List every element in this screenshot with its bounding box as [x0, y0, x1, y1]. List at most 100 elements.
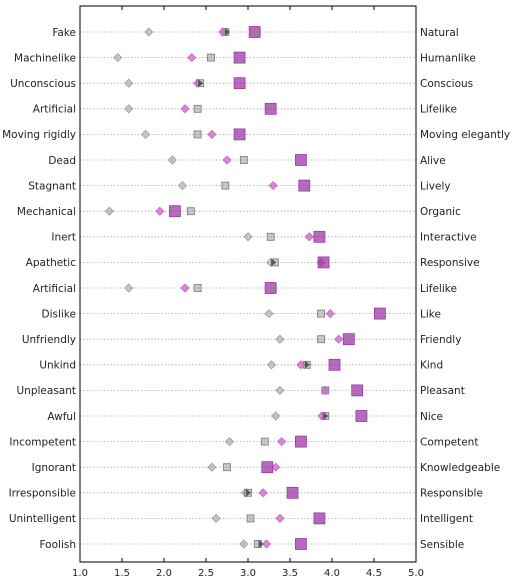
- pink-diamond-marker: [261, 539, 272, 549]
- x-axis: 1.0 1.5 2.0 2.5 3.0 3.5 4.0 4.5 5.0: [72, 6, 424, 579]
- gray-square-marker: [193, 284, 202, 292]
- gray-diamond-marker: [275, 334, 285, 344]
- purple-square-marker: [313, 230, 326, 243]
- left-pole-label: Artificial: [33, 283, 76, 295]
- left-pole-label: Inert: [51, 232, 76, 244]
- purple-square-marker: [295, 538, 307, 550]
- gray-diamond-marker: [113, 53, 123, 63]
- left-pole-label: Fake: [52, 27, 76, 39]
- left-pole-label: Moving rigidly: [2, 129, 76, 141]
- right-pole-label: Knowledgeable: [420, 462, 500, 474]
- right-pole-label: Responsive: [420, 257, 480, 269]
- gray-square-marker: [186, 207, 195, 216]
- right-pole-label: Moving elegantly: [420, 129, 510, 141]
- gray-square-marker: [260, 437, 269, 446]
- gray-square-marker: [246, 514, 255, 523]
- gray-diamond-marker: [124, 104, 134, 114]
- arrow-marker: [225, 28, 230, 36]
- pink-diamond-marker: [180, 104, 190, 114]
- gray-diamond-marker: [207, 462, 217, 472]
- left-pole-label: Unconscious: [10, 78, 76, 90]
- purple-square-marker: [264, 282, 277, 294]
- purple-square-marker: [169, 205, 181, 218]
- purple-square-marker: [261, 461, 274, 474]
- left-pole-label: Incompetent: [9, 436, 76, 448]
- row-labels: Fake Natural Machinelike Humanlike Unconscio…: [2, 27, 510, 551]
- right-pole-label: Humanlike: [420, 52, 476, 64]
- right-pole-label: Like: [420, 308, 441, 320]
- purple-square-marker: [295, 435, 307, 448]
- pink-diamond-marker: [187, 53, 197, 63]
- x-tick-label: 2.0: [156, 568, 172, 579]
- left-pole-label: Unkind: [39, 360, 76, 372]
- gray-diamond-marker: [271, 411, 281, 421]
- pink-diamond-marker: [155, 206, 165, 216]
- left-pole-label: Unfriendly: [22, 334, 76, 346]
- gray-diamond-marker: [177, 181, 188, 191]
- x-tick-label: 3.5: [282, 568, 298, 579]
- right-pole-label: Pleasant: [420, 385, 465, 397]
- gray-diamond-marker: [275, 385, 285, 395]
- gray-square-marker: [223, 463, 231, 472]
- arrow-marker: [323, 412, 329, 420]
- right-pole-label: Conscious: [420, 78, 473, 90]
- left-pole-label: Stagnant: [28, 180, 76, 192]
- left-pole-label: Awful: [47, 411, 76, 423]
- purple-square-marker: [233, 77, 246, 90]
- pink-diamond-marker: [275, 513, 285, 523]
- right-pole-label: Alive: [420, 155, 446, 167]
- arrow-marker: [198, 79, 204, 88]
- right-pole-label: Nice: [420, 411, 443, 423]
- left-pole-label: Mechanical: [17, 206, 76, 218]
- pink-diamond-marker: [296, 360, 306, 370]
- gray-diamond-marker: [266, 360, 277, 370]
- left-pole-label: Unintelligent: [9, 513, 76, 525]
- purple-square-marker: [298, 179, 311, 192]
- plot-frame: [79, 5, 417, 563]
- left-pole-label: Unpleasant: [17, 385, 77, 397]
- purple-square-marker: [264, 102, 277, 115]
- gray-square-marker: [193, 104, 202, 113]
- purple-square-marker: [313, 512, 326, 525]
- right-pole-label: Friendly: [420, 334, 461, 346]
- pink-diamond-marker: [268, 181, 278, 191]
- left-pole-label: Dead: [48, 155, 76, 167]
- data-marks: [104, 26, 386, 550]
- purple-square-marker: [233, 51, 246, 64]
- pink-diamond-marker: [207, 129, 217, 139]
- x-tick-label: 1.5: [114, 568, 130, 579]
- gray-diamond-marker: [104, 206, 114, 216]
- right-pole-label: Sensible: [420, 539, 464, 551]
- x-tick-label: 4.0: [324, 568, 340, 579]
- purple-square-marker: [328, 358, 341, 371]
- pink-diamond-marker: [277, 437, 287, 447]
- pink-diamond-marker: [258, 488, 268, 498]
- gray-square-marker: [193, 130, 202, 139]
- x-tick-label: 5.0: [408, 568, 424, 579]
- left-pole-label: Foolish: [40, 539, 76, 551]
- right-pole-label: Interactive: [420, 232, 477, 244]
- gray-square-marker: [207, 53, 215, 62]
- right-pole-label: Responsible: [420, 488, 483, 500]
- pink-diamond-marker: [304, 232, 314, 242]
- purple-square-marker: [248, 26, 261, 38]
- gray-square-marker: [266, 232, 275, 241]
- x-tick-label: 2.5: [198, 568, 214, 579]
- arrow-marker: [271, 258, 277, 267]
- x-tick-label: 3.0: [240, 568, 256, 579]
- gray-square-marker: [239, 156, 248, 164]
- right-pole-label: Intelligent: [420, 513, 473, 525]
- left-pole-label: Irresponsible: [9, 488, 76, 500]
- pink-diamond-marker: [320, 385, 330, 395]
- gray-square-marker: [221, 181, 230, 190]
- gray-diamond-marker: [224, 437, 235, 447]
- right-pole-label: Lifelike: [420, 283, 457, 295]
- gray-diamond-marker: [124, 283, 134, 293]
- left-pole-label: Machinelike: [14, 52, 76, 64]
- pink-diamond-marker: [325, 309, 335, 319]
- left-pole-label: Apathetic: [26, 257, 77, 269]
- purple-square-marker: [295, 154, 307, 166]
- x-tick-label: 4.5: [366, 568, 382, 579]
- gray-diamond-marker: [264, 309, 274, 319]
